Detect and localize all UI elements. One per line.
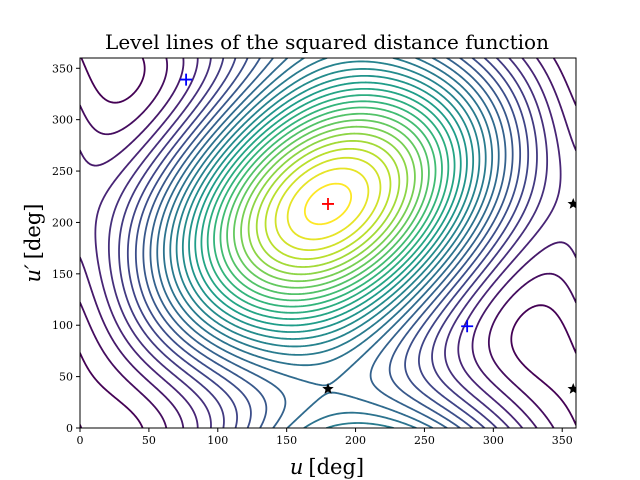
y-tick-label: 0 <box>66 422 73 435</box>
y-axis-label-unit: [deg] <box>21 204 45 260</box>
contour-line <box>219 106 437 302</box>
x-tick-label: 250 <box>414 434 435 447</box>
x-tick-label: 0 <box>77 434 84 447</box>
x-axis-label: u [deg] <box>290 455 364 479</box>
contour-line <box>181 68 475 340</box>
contour-line <box>286 167 370 241</box>
contour-line <box>134 58 522 428</box>
contour-line <box>188 74 468 333</box>
contour-line <box>194 81 462 327</box>
saddle-star-marker <box>567 382 576 394</box>
x-tick-label: 300 <box>483 434 504 447</box>
contour-line <box>274 156 382 252</box>
x-tick-label: 350 <box>552 434 573 447</box>
contour-lines <box>80 58 576 428</box>
contour-line <box>118 58 538 428</box>
y-tick-label: 200 <box>52 216 73 229</box>
y-tick-label: 150 <box>52 268 73 281</box>
y-tick-label: 350 <box>52 62 73 75</box>
maximum-plus-marker <box>322 197 334 210</box>
y-tick-label: 250 <box>52 165 73 178</box>
contour-line <box>175 60 481 348</box>
y-axis-ticks: 0 50 100 150 200 250 300 350 <box>52 62 80 435</box>
contour-line <box>156 58 500 428</box>
minimum-plus-marker <box>180 73 193 86</box>
contour-line <box>94 58 562 428</box>
contour-line <box>107 58 549 428</box>
y-axis-label: u′ [deg] <box>21 204 45 283</box>
contour-line <box>206 94 450 314</box>
contour-line <box>80 58 576 428</box>
contour-line <box>80 58 576 428</box>
contour-line <box>149 58 507 428</box>
critical-point-markers <box>180 73 576 394</box>
contour-line <box>255 139 401 268</box>
x-tick-label: 100 <box>207 434 228 447</box>
contour-line <box>142 58 514 428</box>
x-axis-label-unit: [deg] <box>308 455 364 479</box>
contour-line <box>213 100 443 308</box>
contour-line <box>240 125 416 283</box>
contour-line <box>233 119 423 289</box>
contour-line <box>264 147 392 260</box>
contour-line <box>226 112 430 296</box>
x-tick-label: 50 <box>142 434 156 447</box>
y-tick-label: 50 <box>59 371 73 384</box>
saddle-star-marker <box>322 382 334 394</box>
minimum-plus-marker <box>461 320 474 333</box>
chart-title: Level lines of the squared distance func… <box>105 30 549 54</box>
contour-line <box>247 132 409 276</box>
contour-line <box>80 58 576 428</box>
y-tick-label: 100 <box>52 319 73 332</box>
y-axis-label-symbol: u′ <box>21 264 45 283</box>
contour-line <box>303 182 353 226</box>
plot-frame <box>79 57 577 429</box>
x-tick-label: 200 <box>345 434 366 447</box>
x-axis-ticks: 0 50 100 150 200 250 300 350 <box>77 428 573 447</box>
contour-line <box>126 58 530 428</box>
x-tick-label: 150 <box>276 434 297 447</box>
y-tick-label: 300 <box>52 114 73 127</box>
x-axis-label-symbol: u <box>290 455 304 479</box>
saddle-star-marker <box>567 197 576 209</box>
contour-line <box>200 87 456 320</box>
